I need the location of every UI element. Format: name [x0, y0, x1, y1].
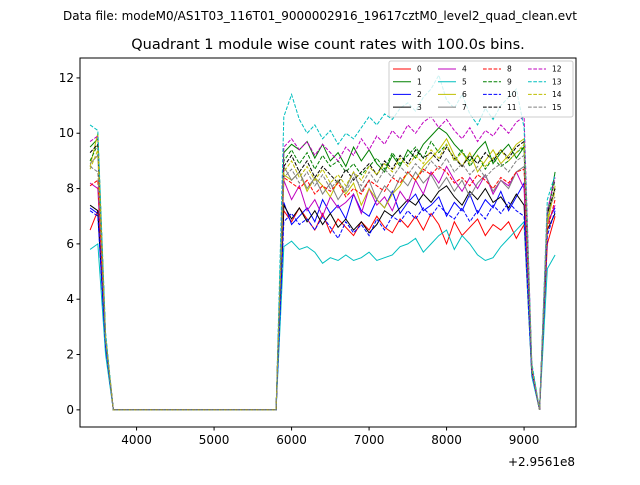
chart-title: Quadrant 1 module wise count rates with …	[131, 37, 525, 53]
plot-area	[89, 73, 556, 411]
x-tick-label: 8000	[431, 433, 462, 447]
y-tick-label: 8	[66, 182, 74, 196]
series-line-10	[89, 201, 556, 411]
legend-label-9: 9	[507, 77, 512, 86]
legend-label-8: 8	[507, 65, 512, 74]
y-tick-label: 2	[66, 348, 74, 362]
legend-label-10: 10	[507, 90, 517, 99]
y-tick-label: 12	[59, 71, 74, 85]
x-offset-label: +2.9561e8	[508, 455, 575, 469]
x-tick-label: 7000	[354, 433, 385, 447]
legend-label-14: 14	[552, 90, 562, 99]
legend-label-0: 0	[417, 65, 422, 74]
x-tick-label: 4000	[121, 433, 152, 447]
legend-label-11: 11	[507, 103, 517, 112]
legend-label-15: 15	[552, 103, 562, 112]
legend-label-1: 1	[417, 77, 422, 86]
legend-label-12: 12	[552, 65, 562, 74]
x-tick-label: 5000	[199, 433, 230, 447]
y-tick-label: 6	[66, 237, 74, 251]
legend-label-2: 2	[417, 90, 422, 99]
y-tick-label: 0	[66, 403, 74, 417]
series-line-15	[89, 154, 556, 411]
series-line-12	[89, 115, 556, 411]
legend-label-6: 6	[462, 90, 467, 99]
legend-label-4: 4	[462, 65, 467, 74]
y-tick-label: 10	[59, 126, 74, 140]
x-tick-label: 6000	[276, 433, 307, 447]
legend-label-3: 3	[417, 103, 422, 112]
legend-label-7: 7	[462, 103, 467, 112]
x-tick-label: 9000	[509, 433, 540, 447]
y-tick-label: 4	[66, 292, 74, 306]
axes-frame	[79, 57, 577, 428]
legend-label-13: 13	[552, 77, 562, 86]
series-layer	[89, 73, 556, 411]
series-line-13	[89, 73, 556, 411]
legend-box	[388, 60, 574, 118]
legend-label-5: 5	[462, 77, 467, 86]
chart-suptitle: Data file: modeM0/AS1T03_116T01_90000029…	[63, 9, 577, 23]
